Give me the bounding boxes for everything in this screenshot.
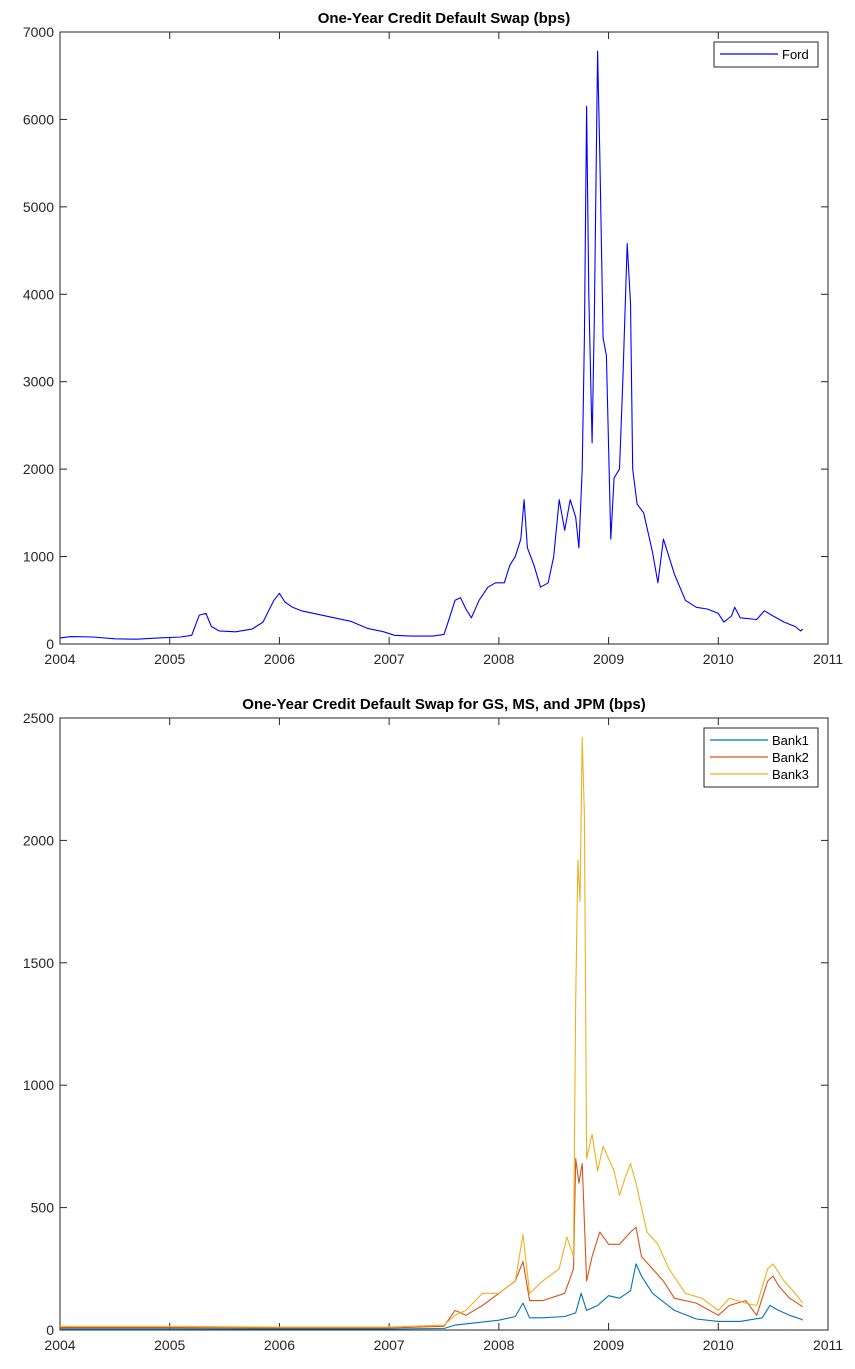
x-tick-label: 2008 <box>483 651 514 667</box>
y-tick-label: 2500 <box>23 710 54 726</box>
series-line-ford <box>59 50 804 640</box>
x-tick-label: 2007 <box>374 1337 405 1353</box>
series-line-bank1 <box>60 1263 804 1330</box>
x-tick-label: 2004 <box>44 651 75 667</box>
x-tick-label: 2009 <box>593 1337 624 1353</box>
y-tick-label: 6000 <box>23 111 54 127</box>
y-tick-label: 0 <box>46 636 54 652</box>
x-tick-label: 2004 <box>44 1337 75 1353</box>
x-tick-label: 2008 <box>483 1337 514 1353</box>
x-tick-label: 2006 <box>264 651 295 667</box>
legend: Ford <box>713 41 819 68</box>
y-tick-label: 5000 <box>23 199 54 215</box>
x-tick-label: 2011 <box>813 651 843 667</box>
y-tick-label: 500 <box>31 1200 55 1216</box>
series-line-bank2 <box>60 1158 804 1329</box>
legend-label: Bank2 <box>772 750 809 765</box>
chart-title: One-Year Credit Default Swap for GS, MS,… <box>242 696 645 713</box>
x-tick-label: 2010 <box>703 1337 734 1353</box>
y-tick-label: 1500 <box>23 955 54 971</box>
legend-label: Ford <box>782 47 809 62</box>
x-tick-label: 2011 <box>813 1337 843 1353</box>
chart-banks: One-Year Credit Default Swap for GS, MS,… <box>23 696 843 1353</box>
y-tick-label: 2000 <box>23 461 54 477</box>
legend-label: Bank1 <box>772 733 809 748</box>
y-tick-label: 3000 <box>23 374 54 390</box>
y-tick-label: 1000 <box>23 1077 54 1093</box>
series-line-bank3 <box>60 737 804 1328</box>
y-tick-label: 4000 <box>23 286 54 302</box>
y-tick-label: 2000 <box>23 832 54 848</box>
y-tick-label: 0 <box>46 1322 54 1338</box>
y-tick-label: 1000 <box>23 549 54 565</box>
x-tick-label: 2005 <box>154 651 185 667</box>
axes-box <box>59 31 829 645</box>
y-tick-label: 7000 <box>23 24 54 40</box>
x-tick-label: 2010 <box>703 651 734 667</box>
x-tick-label: 2005 <box>154 1337 185 1353</box>
chart-ford: One-Year Credit Default Swap (bps) 2004 2… <box>23 10 843 667</box>
axes-box <box>59 717 829 1331</box>
x-tick-label: 2006 <box>264 1337 295 1353</box>
x-tick-label: 2007 <box>374 651 405 667</box>
legend-label: Bank3 <box>772 767 809 782</box>
x-tick-label: 2009 <box>593 651 624 667</box>
chart-title: One-Year Credit Default Swap (bps) <box>318 10 571 27</box>
legend: Bank1 Bank2 Bank3 <box>703 727 819 788</box>
